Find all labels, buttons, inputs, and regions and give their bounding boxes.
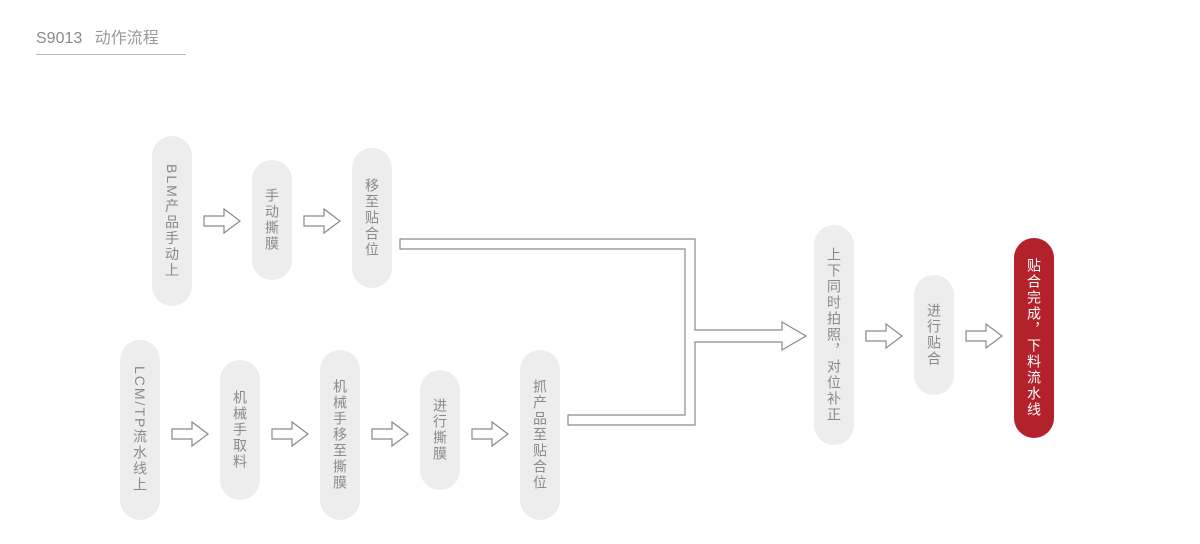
flow-arrow-0 bbox=[202, 207, 242, 235]
flow-arrow-2 bbox=[170, 420, 210, 448]
flow-node-m3: 贴合完成，下料流水线 bbox=[1014, 238, 1054, 438]
flow-node-m1: 上下同时拍照，对位补正 bbox=[814, 225, 854, 445]
flow-node-top2: 手动撕膜 bbox=[252, 160, 292, 280]
flow-node-bot2: 机械手取料 bbox=[220, 360, 260, 500]
flowchart-canvas: BLM产品手动上 手动撕膜 移至贴合位 LCM/TP流水线上 机械手取料 机械手移至撕膜 进… bbox=[0, 0, 1200, 544]
flow-arrow-3 bbox=[270, 420, 310, 448]
flow-node-bot1: LCM/TP流水线上 bbox=[120, 340, 160, 520]
flow-node-top3: 移至贴合位 bbox=[352, 148, 392, 288]
flow-arrow-7 bbox=[964, 322, 1004, 350]
flow-node-top1: BLM产品手动上 bbox=[152, 136, 192, 306]
flow-arrow-6 bbox=[864, 322, 904, 350]
flow-node-bot3: 机械手移至撕膜 bbox=[320, 350, 360, 520]
flow-arrow-1 bbox=[302, 207, 342, 235]
flow-node-m2: 进行贴合 bbox=[914, 275, 954, 395]
flow-merge-connector bbox=[398, 237, 808, 427]
